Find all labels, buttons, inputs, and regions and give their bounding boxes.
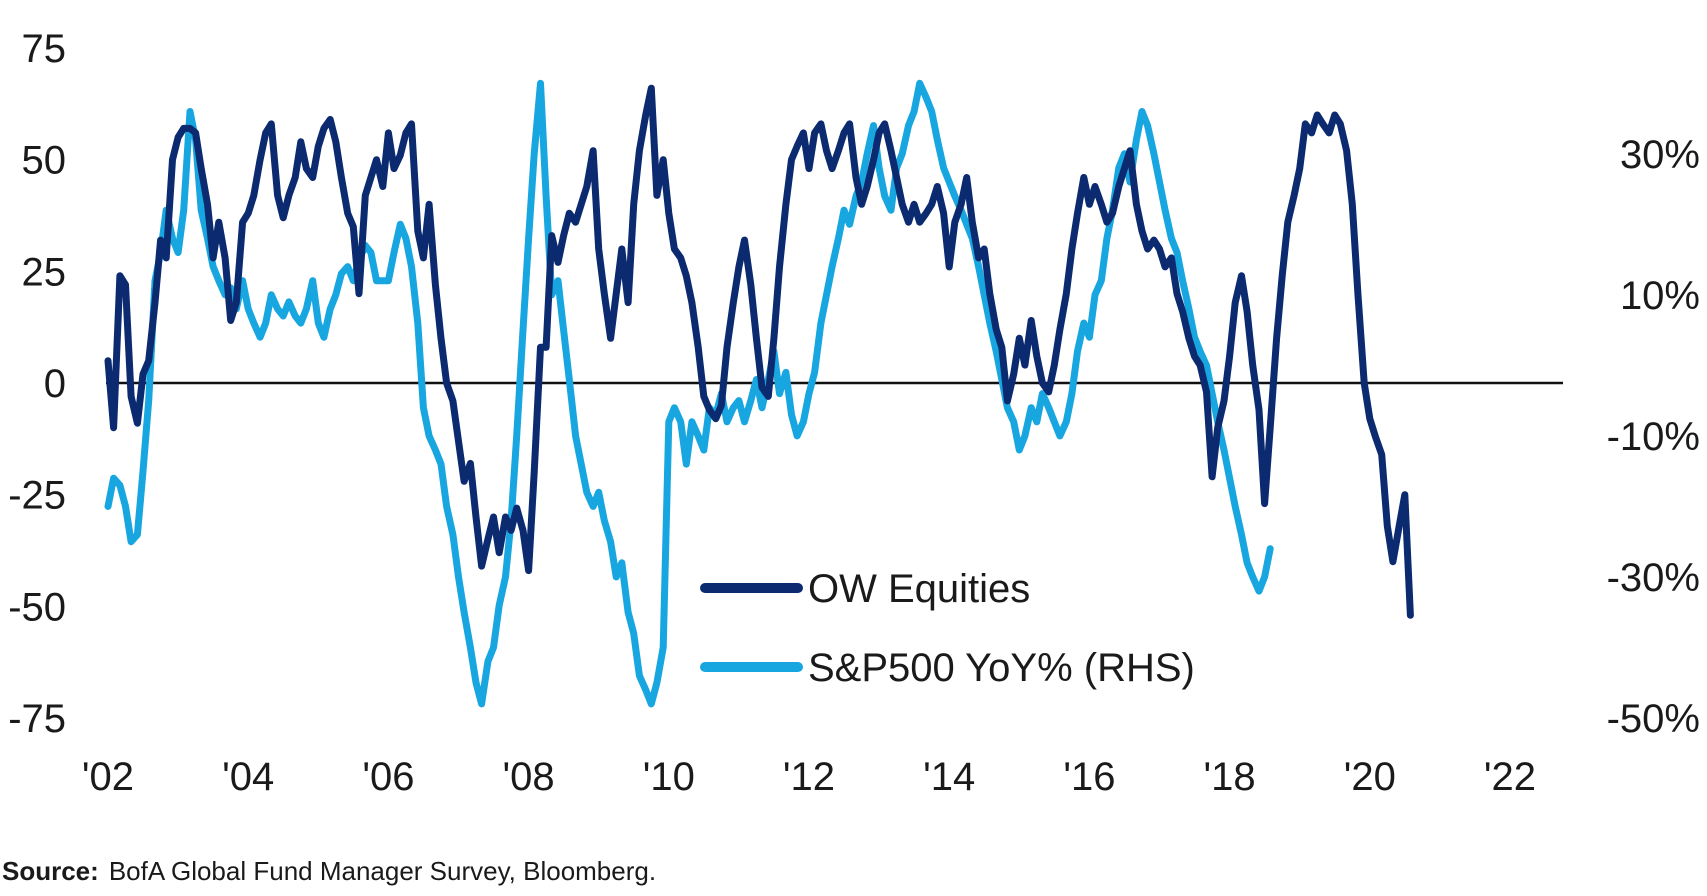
x-tick-label: '12 [783, 755, 835, 799]
source-text: BofA Global Fund Manager Survey, Bloombe… [108, 856, 657, 886]
x-tick-label: '08 [503, 755, 555, 799]
y-right-tick-label: -50% [1607, 697, 1700, 741]
x-tick-label: '02 [82, 755, 134, 799]
x-tick-label: '20 [1344, 755, 1396, 799]
legend-label-ow-equities: OW Equities [808, 567, 1030, 611]
y-left-tick-label: -50 [8, 585, 66, 629]
source-note: Source: BofA Global Fund Manager Survey, … [2, 856, 656, 887]
y-right-tick-label: -30% [1607, 556, 1700, 600]
y-left-tick-label: -75 [8, 697, 66, 741]
chart: 75 50 25 0 -25 -50 -75 30% 10% -10% -30% -50% '02 '… [8, 27, 1700, 799]
x-tick-label: '06 [362, 755, 414, 799]
x-tick-label: '18 [1204, 755, 1256, 799]
x-tick-label: '22 [1484, 755, 1536, 799]
y-right-tick-label: 30% [1620, 133, 1700, 177]
y-left-tick-label: -25 [8, 474, 66, 518]
x-tick-label: '16 [1063, 755, 1115, 799]
legend-label-sp500: S&P500 YoY% (RHS) [808, 646, 1195, 690]
y-left-tick-label: 75 [22, 27, 67, 71]
source-label: Source: [2, 856, 99, 886]
x-tick-label: '04 [222, 755, 274, 799]
y-right-tick-label: -10% [1607, 415, 1700, 459]
series-line-s-p500-yoy-rhs [104, 79, 1274, 708]
y-left-tick-label: 25 [22, 250, 67, 294]
y-right-tick-label: 10% [1620, 274, 1700, 318]
series-line-ow-equities [104, 84, 1414, 619]
x-tick-label: '14 [923, 755, 975, 799]
x-tick-label: '10 [643, 755, 695, 799]
y-left-tick-label: 0 [44, 362, 66, 406]
y-left-tick-label: 50 [22, 139, 67, 183]
legend: OW Equities S&P500 YoY% (RHS) [700, 567, 1195, 690]
